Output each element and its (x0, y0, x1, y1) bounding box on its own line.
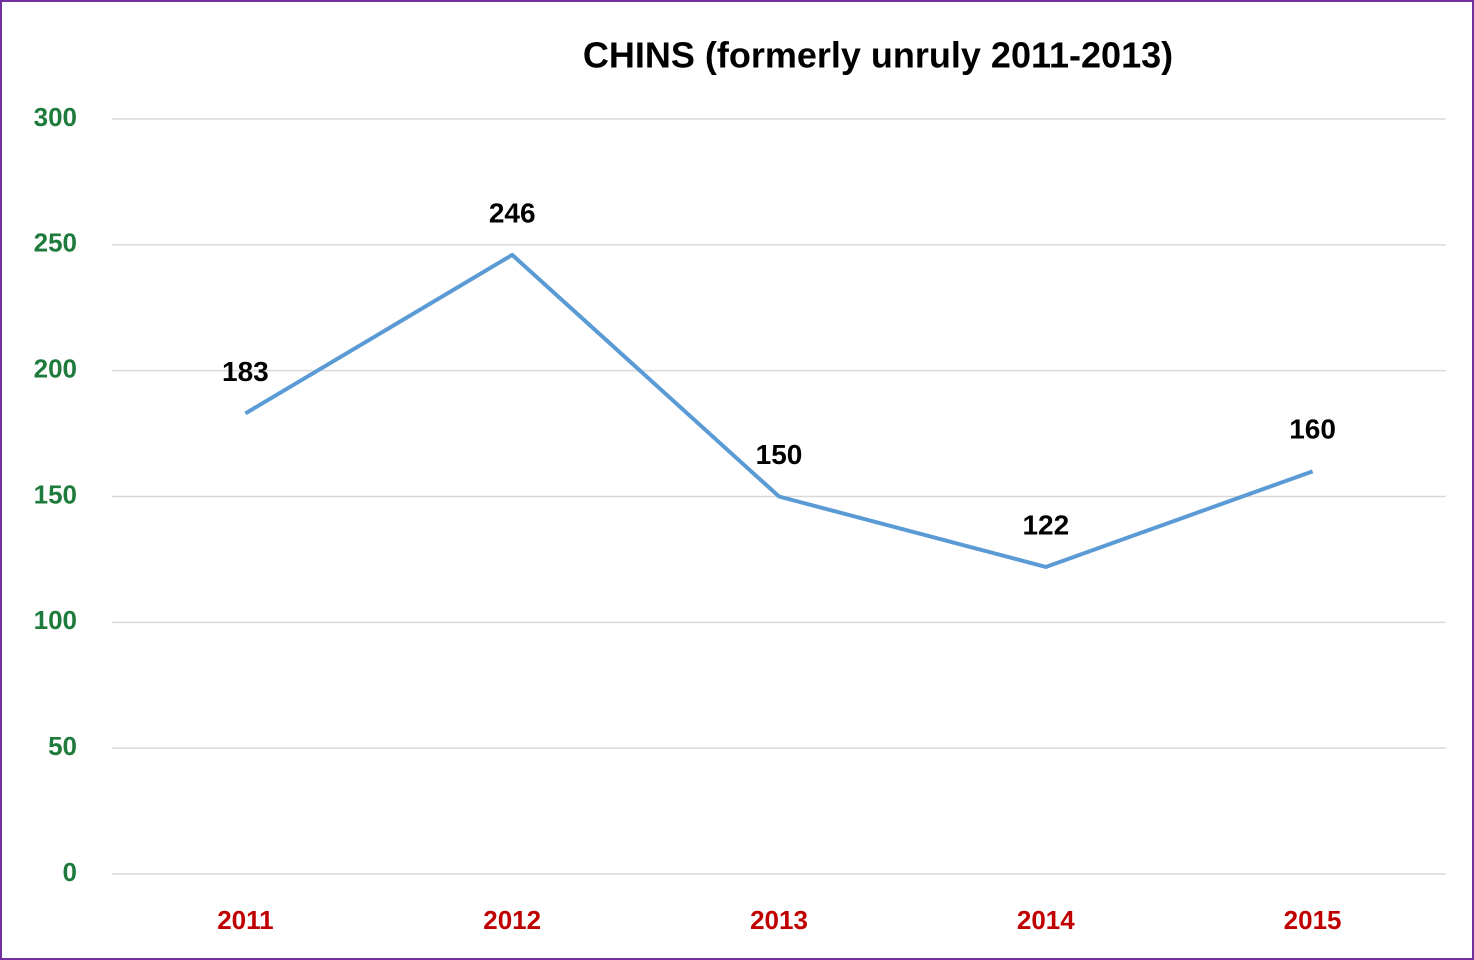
y-tick-label: 250 (34, 228, 77, 258)
x-tick-label: 2012 (483, 905, 541, 935)
x-tick-label: 2011 (217, 905, 273, 935)
y-tick-label: 150 (34, 479, 77, 509)
data-label: 183 (222, 356, 269, 387)
y-tick-label: 0 (63, 857, 77, 887)
y-tick-label: 50 (48, 731, 77, 761)
chart-title: CHINS (formerly unruly 2011-2013) (583, 35, 1173, 76)
data-label: 122 (1022, 509, 1069, 540)
x-tick-label: 2013 (750, 905, 808, 935)
y-tick-label: 300 (34, 102, 77, 132)
y-tick-label: 100 (34, 605, 77, 635)
data-label: 246 (489, 197, 536, 228)
x-tick-label: 2015 (1284, 905, 1342, 935)
x-tick-label: 2014 (1017, 905, 1075, 935)
y-tick-label: 200 (34, 354, 77, 384)
line (244, 252, 1314, 569)
data-label: 160 (1289, 414, 1336, 445)
data-label: 150 (756, 439, 803, 470)
